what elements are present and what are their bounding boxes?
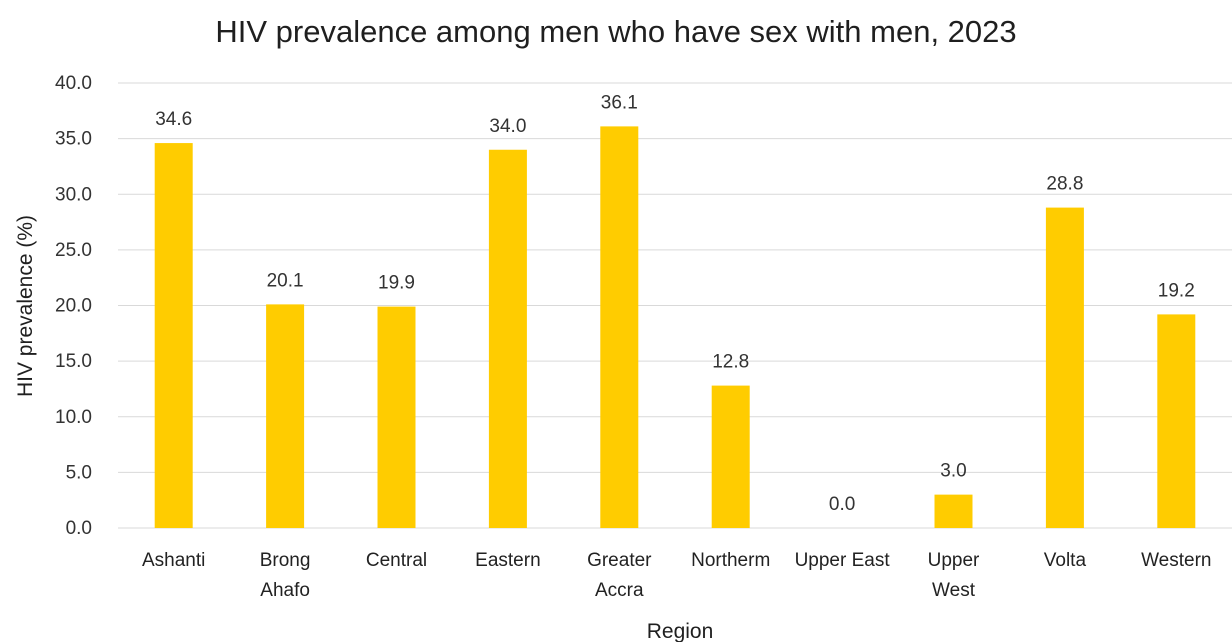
data-label: 34.0 (489, 116, 526, 137)
bar (266, 304, 305, 528)
data-label: 12.8 (712, 352, 749, 373)
data-label: 20.1 (267, 270, 304, 291)
chart-title: HIV prevalence among men who have sex wi… (215, 14, 1016, 49)
bar (154, 143, 193, 528)
bar (934, 494, 973, 528)
data-labels: 34.6 20.1 19.9 34.0 36.1 12.8 0.0 3.0 28.8 19.2 (155, 92, 1195, 515)
y-tick-label: 25.0 (55, 240, 92, 261)
x-category-label: Upper (928, 550, 980, 571)
y-axis-ticks: 0.0 5.0 10.0 15.0 20.0 25.0 30.0 35.0 40.0 (55, 73, 92, 539)
y-axis-label: HIV prevalence (%) (14, 215, 37, 397)
x-category-label: Volta (1044, 550, 1087, 571)
data-label: 36.1 (601, 92, 638, 113)
y-tick-label: 40.0 (55, 73, 92, 94)
data-label: 3.0 (940, 461, 966, 482)
bar (600, 126, 639, 528)
x-category-label: Central (366, 550, 427, 571)
x-category-label: Greater (587, 550, 652, 571)
bar (488, 149, 527, 528)
data-label: 19.2 (1158, 280, 1195, 301)
x-axis-categories: Ashanti Brong Ahafo Central Eastern Greater Ac… (142, 550, 1211, 601)
y-tick-label: 35.0 (55, 129, 92, 150)
bar (711, 385, 750, 528)
data-label: 19.9 (378, 273, 415, 294)
bar (377, 306, 416, 528)
x-category-label: Upper East (795, 550, 891, 571)
bars (154, 126, 1196, 528)
y-tick-label: 10.0 (55, 407, 92, 428)
y-tick-label: 5.0 (66, 462, 92, 483)
data-label: 28.8 (1046, 174, 1083, 195)
x-category-label: Eastern (475, 550, 540, 571)
data-label: 0.0 (829, 494, 855, 515)
x-category-label: Ahafo (260, 580, 310, 601)
x-category-label: Brong (260, 550, 311, 571)
y-tick-label: 30.0 (55, 184, 92, 205)
x-category-label: Western (1141, 550, 1211, 571)
x-axis-label: Region (647, 620, 714, 642)
x-category-label: Accra (595, 580, 644, 601)
x-category-label: West (932, 580, 976, 601)
x-category-label: Northerm (691, 550, 770, 571)
data-label: 34.6 (155, 109, 192, 130)
y-tick-label: 20.0 (55, 296, 92, 317)
y-tick-label: 0.0 (66, 518, 92, 539)
x-category-label: Ashanti (142, 550, 205, 571)
y-tick-label: 15.0 (55, 351, 92, 372)
bar (1045, 207, 1084, 528)
bar (1157, 314, 1196, 528)
